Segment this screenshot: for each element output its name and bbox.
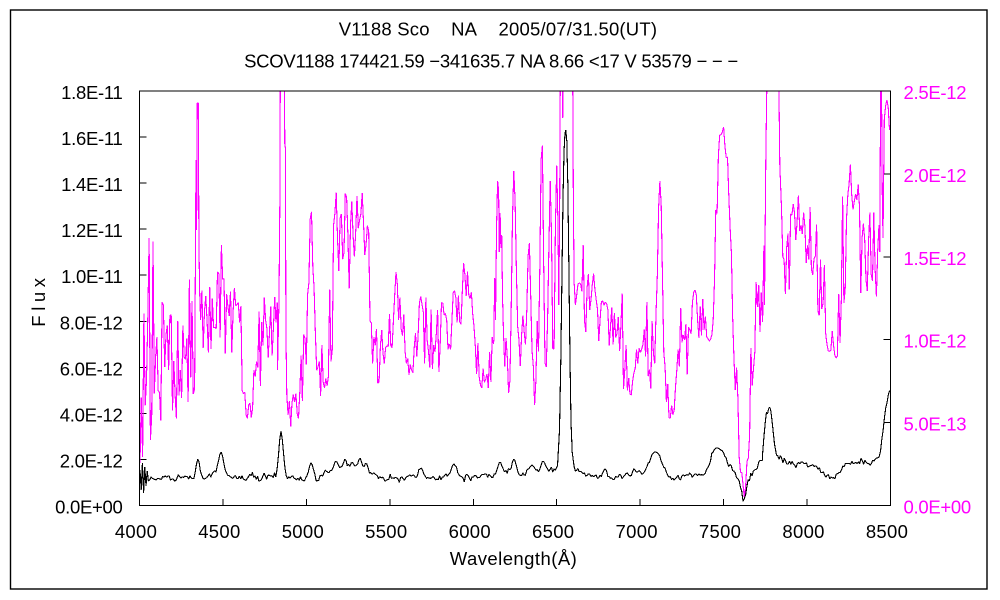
- svg-text:4000: 4000: [115, 521, 157, 542]
- svg-text:2.0E-12: 2.0E-12: [904, 165, 967, 186]
- svg-text:8000: 8000: [782, 521, 824, 542]
- svg-text:2.0E-12: 2.0E-12: [60, 450, 123, 471]
- svg-text:1.2E-11: 1.2E-11: [61, 220, 122, 241]
- svg-text:Flux: Flux: [28, 273, 49, 326]
- svg-text:5500: 5500: [365, 521, 407, 542]
- svg-text:8500: 8500: [866, 521, 908, 542]
- svg-text:4.0E-12: 4.0E-12: [60, 404, 123, 425]
- svg-text:0.0E+00: 0.0E+00: [904, 497, 971, 518]
- svg-text:Wavelength(Å): Wavelength(Å): [450, 548, 578, 569]
- svg-text:6.0E-12: 6.0E-12: [60, 358, 123, 379]
- svg-text:8.0E-12: 8.0E-12: [60, 312, 123, 333]
- svg-text:0.0E+00: 0.0E+00: [55, 497, 122, 518]
- svg-text:1.6E-11: 1.6E-11: [61, 128, 122, 149]
- svg-text:1.0E-11: 1.0E-11: [61, 266, 122, 287]
- svg-text:6500: 6500: [532, 521, 574, 542]
- svg-text:V1188 Sco NA 2005/07/31.: V1188 Sco NA 2005/07/31.50(UT): [339, 19, 657, 40]
- svg-text:1.0E-12: 1.0E-12: [904, 331, 967, 352]
- svg-text:1.4E-11: 1.4E-11: [61, 174, 122, 195]
- svg-text:5.0E-13: 5.0E-13: [904, 414, 967, 435]
- svg-text:2.5E-12: 2.5E-12: [904, 82, 967, 103]
- svg-text:SCOV1188 174421.59 −341635.7 N: SCOV1188 174421.59 −341635.7 NA 8.66 <17…: [244, 51, 738, 72]
- svg-text:4500: 4500: [198, 521, 240, 542]
- svg-text:5000: 5000: [282, 521, 324, 542]
- svg-text:1.8E-11: 1.8E-11: [61, 82, 122, 103]
- svg-text:1.5E-12: 1.5E-12: [904, 248, 967, 269]
- svg-text:7500: 7500: [699, 521, 741, 542]
- svg-text:6000: 6000: [449, 521, 491, 542]
- svg-text:7000: 7000: [616, 521, 658, 542]
